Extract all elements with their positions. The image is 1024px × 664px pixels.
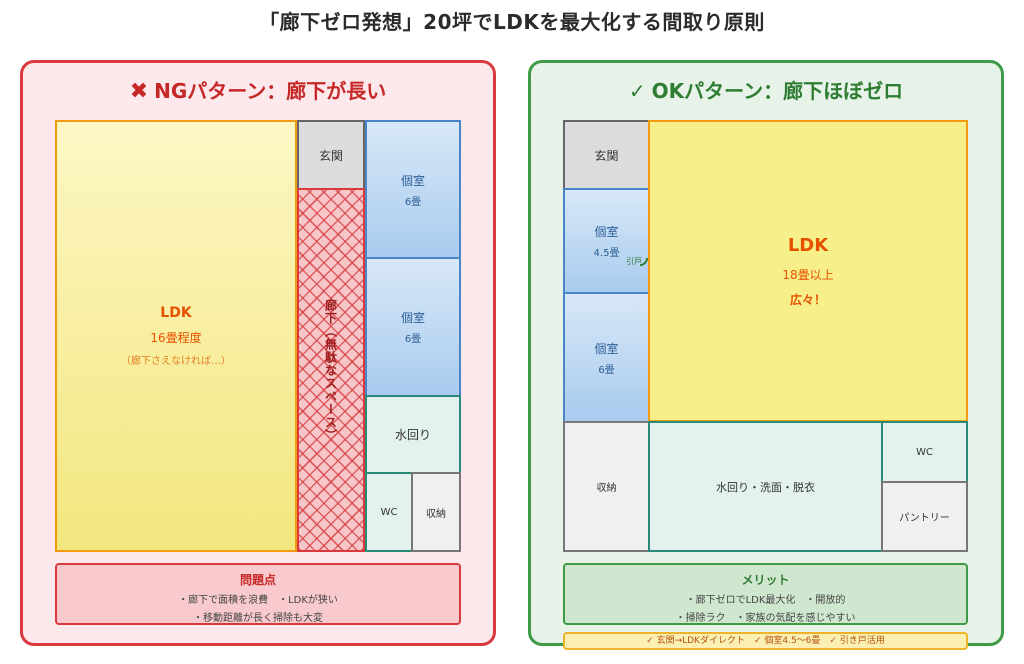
ng-corridor-label: 廊下（無駄なスペース） bbox=[323, 298, 338, 442]
ng-room-2: 個室 6畳 bbox=[365, 257, 461, 397]
x-icon: ✖ bbox=[129, 79, 149, 104]
ok-sliding-door-label: 引戸 bbox=[626, 257, 642, 266]
ng-storage: 収納 bbox=[411, 472, 461, 552]
ok-panel-title: ✓ OKパターン：廊下ほぼゼロ bbox=[531, 75, 1001, 104]
ng-wc: WC bbox=[365, 472, 413, 552]
ok-room-2-label: 個室 bbox=[594, 341, 619, 356]
ok-room-1-size: 4.5畳 bbox=[593, 248, 620, 259]
ok-merits-box: メリット ・廊下ゼロでLDK最大化 ・開放的 ・掃除ラク ・家族の気配を感じやす… bbox=[563, 563, 968, 625]
ng-entrance-label: 玄関 bbox=[318, 148, 343, 163]
ng-wc-label: WC bbox=[380, 506, 398, 518]
ng-corridor: 廊下（無駄なスペース） bbox=[297, 188, 365, 552]
ok-room-2-size: 6畳 bbox=[598, 364, 615, 376]
ng-room-1: 個室 6畳 bbox=[365, 120, 461, 259]
ok-entrance-label: 玄関 bbox=[594, 148, 619, 163]
ng-ldk-label: LDK bbox=[160, 305, 192, 321]
ng-title-text: NGパターン：廊下が長い bbox=[154, 79, 387, 103]
ok-ldk-note: 広々！ bbox=[789, 292, 826, 307]
ng-ldk-room: LDK 16畳程度 （廊下さえなければ…） bbox=[55, 120, 297, 552]
ng-water-label: 水回り bbox=[394, 428, 431, 442]
page-title: 「廊下ゼロ発想」20坪でLDKを最大化する間取り原則 bbox=[259, 10, 765, 34]
ng-problems-line-2: ・移動距離が長く掃除も大変 bbox=[193, 613, 323, 624]
ok-entrance: 玄関 bbox=[563, 120, 650, 190]
ok-ldk-size: 18畳以上 bbox=[782, 267, 834, 282]
ok-room-1-label: 個室 bbox=[594, 225, 619, 239]
ng-panel-title: ✖ NGパターン：廊下が長い bbox=[23, 75, 493, 104]
ng-entrance: 玄関 bbox=[297, 120, 365, 190]
ng-room-1-size: 6畳 bbox=[404, 196, 422, 208]
check-icon: ✓ bbox=[628, 79, 646, 103]
ng-room-2-size: 6畳 bbox=[404, 334, 422, 345]
ng-problems-box: 問題点 ・廊下で面積を浪費 ・LDKが狭い ・移動距離が長く掃除も大変 bbox=[55, 563, 461, 625]
ok-room-1: 個室 4.5畳 bbox=[563, 188, 650, 294]
ng-storage-label: 収納 bbox=[426, 508, 446, 520]
ok-water-label: 水回り・洗面・脱衣 bbox=[716, 480, 815, 494]
ok-wc: WC bbox=[881, 421, 968, 483]
ok-merits-line-1: ・廊下ゼロでLDK最大化 ・開放的 bbox=[685, 595, 846, 606]
ng-problems-line-1: ・廊下で面積を浪費 ・LDKが狭い bbox=[178, 595, 338, 606]
ok-title-text: OKパターン：廊下ほぼゼロ bbox=[651, 79, 904, 103]
ok-merits-line-2: ・掃除ラク ・家族の気配を感じやすい bbox=[675, 613, 856, 624]
ok-merits-title: メリット bbox=[741, 573, 790, 587]
ok-checklist-bar: ✓ 玄関→LDKダイレクト ✓ 個室4.5〜6畳 ✓ 引き戸活用 bbox=[563, 632, 968, 650]
ok-ldk-label: LDK bbox=[787, 234, 829, 256]
ng-ldk-size: 16畳程度 bbox=[150, 331, 202, 345]
ok-wc-label: WC bbox=[916, 446, 933, 458]
ok-pantry-label: パントリー bbox=[899, 513, 950, 524]
ng-room-1-label: 個室 bbox=[400, 173, 425, 188]
ng-ldk-note: （廊下さえなければ…） bbox=[121, 356, 231, 367]
ok-room-2: 個室 6畳 bbox=[563, 292, 650, 423]
ok-water-area: 水回り・洗面・脱衣 bbox=[648, 421, 883, 552]
ok-storage-label: 収納 bbox=[596, 483, 617, 494]
ok-ldk-room: LDK 18畳以上 広々！ bbox=[648, 120, 968, 422]
ok-pantry: パントリー bbox=[881, 481, 968, 552]
ng-water-area: 水回り bbox=[365, 395, 461, 474]
ok-storage: 収納 bbox=[563, 421, 650, 552]
ng-problems-title: 問題点 bbox=[239, 573, 276, 587]
ng-room-2-label: 個室 bbox=[400, 311, 425, 325]
